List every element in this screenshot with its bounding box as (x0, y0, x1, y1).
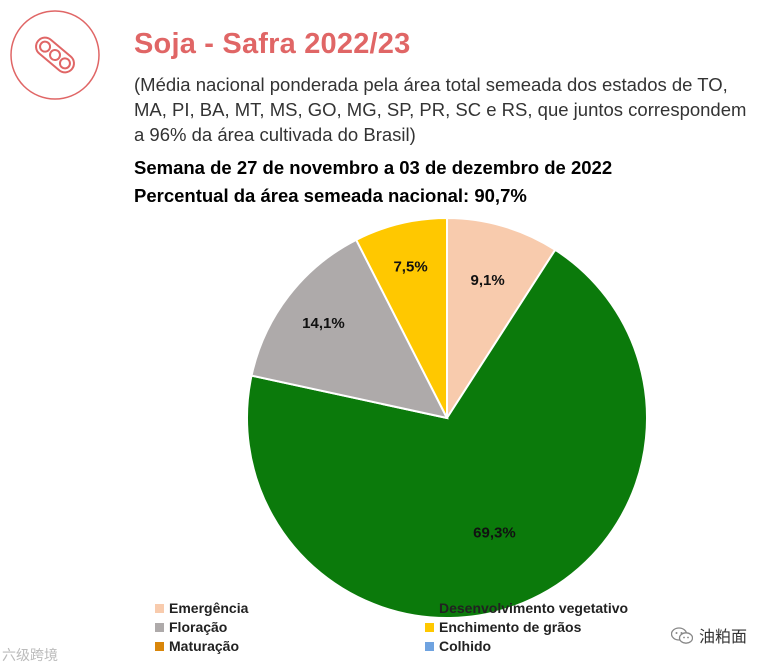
watermark-left: 六级跨境 (2, 647, 58, 663)
pie-slice-3 (354, 216, 448, 419)
legend-swatch (425, 623, 434, 632)
legend-label: Desenvolvimento vegetativo (439, 600, 629, 616)
legend-item-2: Floração (155, 619, 227, 635)
page-title: Soja - Safra 2022/23 (134, 28, 411, 60)
pie-slice-1 (246, 248, 648, 619)
legend-item-4: Maturação (155, 638, 239, 654)
slice-label-3: 7,5% (393, 258, 427, 275)
legend-swatch (425, 604, 434, 613)
legend-label: Emergência (169, 600, 249, 616)
legend-swatch (155, 604, 164, 613)
legend-item-3: Enchimento de grãos (425, 619, 581, 635)
legend-item-1: Desenvolvimento vegetativo (425, 600, 628, 616)
week-range: Semana de 27 de novembro a 03 de dezembr… (134, 157, 613, 178)
slice-label-2: 14,1% (302, 315, 345, 332)
slice-label-0: 9,1% (471, 272, 505, 289)
legend-label: Enchimento de grãos (439, 619, 582, 635)
legend-label: Floração (169, 619, 228, 635)
subtitle: (Média nacional ponderada pela área tota… (134, 74, 747, 145)
pie-slice-2 (250, 238, 449, 420)
legend-label: Maturação (169, 638, 240, 654)
wechat-icon (670, 627, 693, 644)
watermark-right-text: 油粕面 (698, 629, 747, 646)
pie-slice-0 (446, 216, 557, 422)
slice-label-1: 69,3% (473, 525, 516, 542)
legend-item-5: Colhido (425, 638, 491, 654)
legend-item-0: Emergência (155, 600, 248, 616)
watermark-right: 油粕面 (670, 623, 747, 647)
sown-area-percent: Percentual da área semeada nacional: 90,… (134, 185, 527, 206)
legend-swatch (155, 623, 164, 632)
legend-swatch (155, 642, 164, 651)
legend-label: Colhido (439, 638, 492, 654)
legend-swatch (425, 642, 434, 651)
soybean-pod-icon (10, 10, 100, 100)
